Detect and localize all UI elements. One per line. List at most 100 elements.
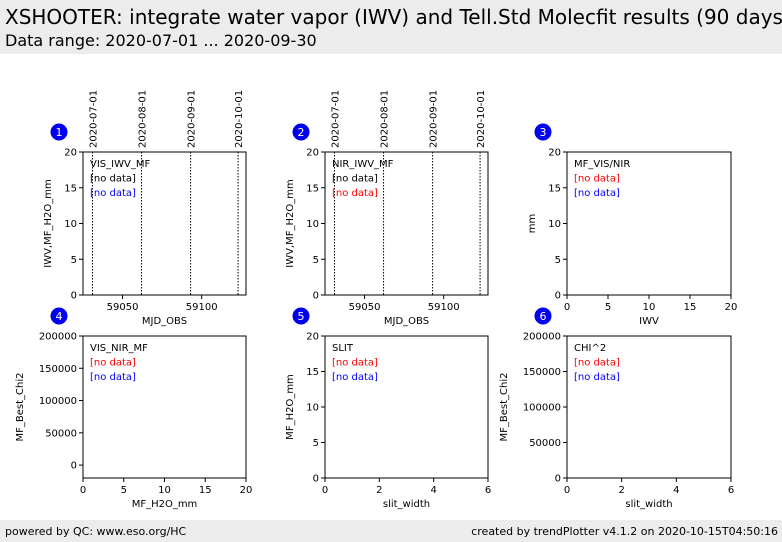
plot-5-y-axis-label: MF_H2O_mm (285, 374, 296, 440)
plot-2-date-label: 2020-10-01 (476, 90, 487, 148)
plot-1-date-label: 2020-08-01 (138, 90, 149, 148)
plot-4-x-tick-label: 15 (199, 485, 212, 496)
plot-3-badge-number: 3 (540, 126, 547, 139)
plot-3-y-axis-label: mm (527, 214, 538, 233)
plot-1-legend-entry: [no data] (90, 188, 136, 199)
plot-2-y-tick-label: 20 (306, 148, 319, 159)
plot-3-y-tick-label: 10 (548, 219, 561, 230)
plot-6-badge (534, 307, 552, 325)
plot-2-date-label: 2020-07-01 (330, 90, 341, 148)
plot-4-x-axis-label: MF_H2O_mm (132, 499, 198, 510)
plot-3-x-axis-label: IWV (639, 316, 659, 327)
plot-6-legend-entry: [no data] (574, 358, 620, 369)
plot-4-x-tick-label: 10 (158, 485, 171, 496)
plot-2-legend-entry: [no data] (332, 174, 378, 185)
plot-3-x-tick-label: 0 (564, 302, 570, 313)
plot-1-y-tick-label: 20 (64, 148, 77, 159)
plot-1-date-label: 2020-10-01 (234, 90, 245, 148)
plot-2-y-axis-label: IWV,MF_H2O_mm (285, 179, 296, 267)
plot-2-badge-number: 2 (298, 126, 305, 139)
plot-6-x-tick-label: 0 (564, 485, 570, 496)
plot-3-badge (534, 123, 552, 141)
data-range: Data range: 2020-07-01 ... 2020-09-30 (5, 31, 317, 50)
plot-5-x-tick-label: 0 (322, 485, 328, 496)
plot-4-y-axis-label: MF_Best_Chi2 (15, 373, 26, 442)
plot-5-y-tick-label: 20 (306, 332, 319, 343)
plot-3-x-tick-label: 10 (643, 302, 656, 313)
plot-1-date-label: 2020-09-01 (187, 90, 198, 148)
plot-3-legend-entry: MF_VIS/NIR (574, 159, 630, 170)
plot-2-y-tick-label: 15 (306, 183, 319, 194)
plot-1-y-tick-label: 10 (64, 219, 77, 230)
plot-5-y-tick-label: 15 (306, 367, 319, 378)
plot-5-y-tick-label: 0 (313, 474, 319, 485)
plot-1-y-tick-label: 5 (71, 255, 77, 266)
plot-4-badge-number: 4 (56, 310, 63, 323)
plot-1-x-tick-label: 59100 (186, 302, 218, 313)
plot-5-legend-entry: [no data] (332, 372, 378, 383)
plot-2-x-axis-label: MJD_OBS (384, 316, 429, 327)
plot-2-y-tick-label: 5 (313, 255, 319, 266)
plot-4-legend-entry: [no data] (90, 358, 136, 369)
plot-4-y-tick-label: 50000 (45, 428, 77, 439)
plot-2-x-tick-label: 59100 (428, 302, 460, 313)
plot-6-y-tick-label: 0 (555, 474, 561, 485)
plot-3-x-tick-label: 15 (684, 302, 697, 313)
plot-6-y-axis-label: MF_Best_Chi2 (499, 373, 510, 442)
header-bar: XSHOOTER: integrate water vapor (IWV) an… (0, 0, 782, 54)
plot-6-legend-entry: [no data] (574, 372, 620, 383)
plot-2-legend-entry: [no data] (332, 188, 378, 199)
plot-1-date-label: 2020-07-01 (88, 90, 99, 148)
footer-bar: powered by QC: www.eso.org/HC created by… (0, 520, 782, 542)
plot-3-y-tick-label: 20 (548, 148, 561, 159)
plot-3-legend-entry: [no data] (574, 188, 620, 199)
plot-grid: 1 2020-07-01 2020-08-01 2020-09-01 2020-10-0… (15, 90, 737, 510)
plot-2-y-tick-label: 0 (313, 291, 319, 302)
plot-4-x-tick-label: 0 (80, 485, 86, 496)
plot-4-x-tick-label: 20 (240, 485, 253, 496)
plot-5-badge-number: 5 (298, 310, 305, 323)
plot-5-legend-entry: SLIT (332, 343, 354, 354)
plot-1-y-axis-label: IWV,MF_H2O_mm (43, 179, 54, 267)
plot-4-badge (50, 307, 68, 325)
plot-3-y-tick-label: 0 (555, 291, 561, 302)
plot-1-badge (50, 123, 68, 141)
plot-1-y-tick-label: 15 (64, 183, 77, 194)
plot-4-legend-entry: [no data] (90, 372, 136, 383)
plot-4-y-tick-label: 100000 (39, 396, 77, 407)
plot-4-legend-entry: VIS_NIR_MF (90, 343, 148, 354)
footer-created-by: created by trendPlotter v4.1.2 on 2020-1… (471, 525, 778, 538)
footer-powered-by: powered by QC: www.eso.org/HC (5, 525, 187, 538)
plot-5-x-tick-label: 4 (430, 485, 436, 496)
plot-6-y-tick-label: 100000 (523, 403, 561, 414)
plot-1-x-tick-label: 59050 (107, 302, 139, 313)
plot-5-y-tick-label: 5 (313, 438, 319, 449)
plot-3-legend-entry: [no data] (574, 174, 620, 185)
plot-6-x-tick-label: 2 (618, 485, 624, 496)
plot-2-legend-entry: NIR_IWV_MF (332, 159, 394, 170)
plot-3-x-tick-label: 5 (605, 302, 611, 313)
plot-2-date-label: 2020-09-01 (429, 90, 440, 148)
plot-1-x-axis-label: MJD_OBS (142, 316, 187, 327)
plot-6-x-axis-label: slit_width (625, 499, 672, 510)
plot-1-y-tick-label: 0 (71, 291, 77, 302)
plot-4-y-tick-label: 200000 (39, 332, 77, 343)
plot-6-y-tick-label: 150000 (523, 367, 561, 378)
plot-6-x-tick-label: 4 (673, 485, 679, 496)
plot-5-x-tick-label: 2 (376, 485, 382, 496)
plot-5-legend-entry: [no data] (332, 358, 378, 369)
plot-4-y-tick-label: 0 (71, 461, 77, 472)
plot-6-x-tick-label: 6 (728, 485, 734, 496)
plot-1-legend-entry: [no data] (90, 174, 136, 185)
plot-5-x-axis-label: slit_width (383, 499, 430, 510)
plot-5-x-tick-label: 6 (485, 485, 491, 496)
plot-4-y-tick-label: 150000 (39, 364, 77, 375)
plot-1-badge-number: 1 (56, 126, 63, 139)
plot-2-x-tick-label: 59050 (349, 302, 381, 313)
plot-3-y-tick-label: 15 (548, 183, 561, 194)
plot-1-legend-entry: VIS_IWV_MF (90, 159, 150, 170)
plot-2-date-label: 2020-08-01 (380, 90, 391, 148)
plot-6-badge-number: 6 (540, 310, 547, 323)
plot-3-y-tick-label: 5 (555, 255, 561, 266)
plot-2-y-tick-label: 10 (306, 219, 319, 230)
